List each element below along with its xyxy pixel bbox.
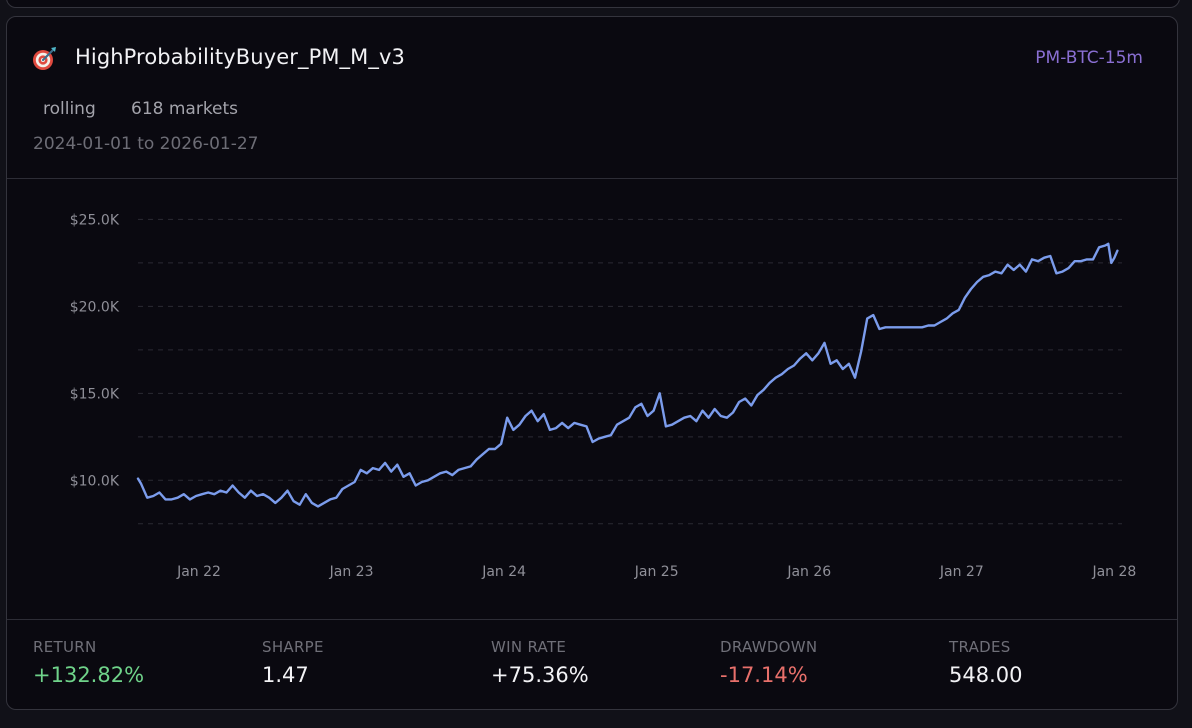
y-tick-label: $15.0K (70, 386, 120, 402)
y-tick-label: $10.0K (70, 473, 120, 489)
stat-value: -17.14% (720, 663, 808, 687)
equity-chart-svg: $10.0K $15.0K $20.0K $25.0K Jan 22 Jan 23 Jan … (70, 212, 1137, 580)
card-header: HighProbabilityBuyer_PM_M_v3 PM-BTC-15m … (7, 17, 1177, 179)
stat-label: WIN RATE (491, 638, 567, 656)
stat-return: RETURN +132.82% (33, 638, 144, 687)
stat-value: +132.82% (33, 663, 145, 687)
y-tick-label: $20.0K (70, 299, 120, 315)
stat-value: 548.00 (949, 663, 1023, 687)
stat-value: 1.47 (262, 663, 309, 687)
strategy-card[interactable]: HighProbabilityBuyer_PM_M_v3 PM-BTC-15m … (6, 16, 1178, 710)
strategy-name: HighProbabilityBuyer_PM_M_v3 (75, 45, 405, 69)
date-range: 2024-01-01 to 2026-01-27 (33, 134, 259, 154)
market-tag[interactable]: PM-BTC-15m (1035, 48, 1143, 68)
stat-drawdown: DRAWDOWN -17.14% (720, 638, 817, 687)
x-tick-label: Jan 28 (1091, 564, 1136, 580)
mode-label: rolling (43, 99, 96, 119)
stat-sharpe: SHARPE 1.47 (262, 638, 324, 687)
markets-count: 618 markets (131, 99, 239, 119)
x-tick-label: Jan 24 (481, 564, 526, 580)
stat-label: DRAWDOWN (720, 638, 818, 656)
y-tick-label: $25.0K (70, 212, 120, 228)
stat-label: SHARPE (262, 638, 324, 656)
stat-value: +75.36% (491, 663, 589, 687)
stat-trades: TRADES 548.00 (949, 638, 1022, 687)
stat-label: RETURN (33, 638, 97, 656)
equity-line (136, 242, 1119, 508)
x-tick-label: Jan 25 (634, 564, 679, 580)
stat-win-rate: WIN RATE +75.36% (491, 638, 589, 687)
stat-label: TRADES (949, 638, 1011, 656)
target-icon (31, 46, 57, 72)
x-tick-label: Jan 26 (786, 564, 831, 580)
stats-bar: RETURN +132.82% SHARPE 1.47 WIN RATE +75… (7, 619, 1177, 709)
x-tick-label: Jan 22 (176, 564, 221, 580)
equity-chart: $10.0K $15.0K $20.0K $25.0K Jan 22 Jan 23 Jan … (7, 179, 1177, 619)
x-tick-label: Jan 27 (939, 564, 984, 580)
previous-card-edge (6, 0, 1180, 8)
x-tick-label: Jan 23 (329, 564, 374, 580)
